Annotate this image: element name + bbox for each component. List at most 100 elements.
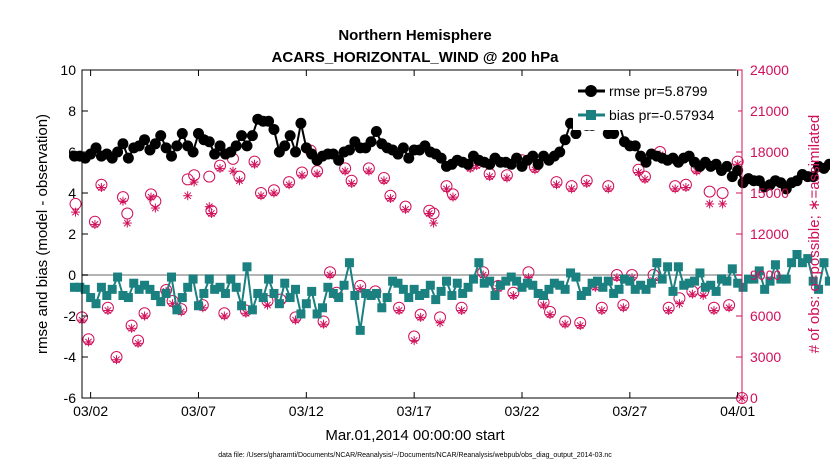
bias-point: [415, 291, 425, 300]
obs-assimilated-marker: [269, 188, 279, 198]
rmse-point: [241, 140, 253, 152]
bias-point: [382, 293, 392, 303]
bias-point: [317, 303, 327, 313]
bias-point: [787, 258, 797, 268]
obs-assimilated-marker: [71, 207, 81, 217]
legend-bias-marker: [586, 110, 596, 120]
bias-point: [485, 276, 495, 286]
obs-assimilated-marker: [319, 319, 329, 329]
bias-point: [760, 284, 770, 294]
bias-point: [269, 288, 279, 298]
bias-point: [274, 299, 284, 309]
rmse-point: [640, 156, 652, 168]
rmse-point: [527, 150, 539, 162]
y-tick-label-right: 15000: [750, 185, 789, 201]
bias-point: [646, 278, 656, 288]
y-tick-label-right: 21000: [750, 103, 789, 119]
bias-point: [463, 282, 473, 292]
y-tick-label-left: 8: [68, 103, 76, 119]
bias-point: [700, 282, 710, 292]
bias-point: [781, 274, 791, 284]
bias-point: [474, 258, 484, 268]
bias-point: [409, 284, 419, 294]
obs-assimilated-marker: [103, 306, 113, 316]
obs-assimilated-marker: [325, 270, 335, 280]
bias-point: [603, 276, 613, 286]
y-tick-label-left: -6: [64, 390, 77, 406]
bias-point: [533, 288, 543, 298]
bias-point: [420, 288, 430, 298]
obs-assimilated-marker: [724, 303, 734, 313]
obs-assimilated-marker: [118, 196, 128, 206]
plot-area: [68, 105, 830, 404]
rmse-point: [230, 140, 242, 152]
bias-point: [366, 291, 376, 300]
bias-point: [167, 272, 177, 282]
bias-point: [436, 286, 446, 296]
bias-point: [749, 274, 759, 284]
bias-point: [452, 278, 462, 288]
rmse-point: [333, 154, 345, 166]
bias-point: [253, 288, 263, 298]
obs-assimilated-marker: [502, 173, 512, 183]
x-tick-label: 03/22: [504, 403, 539, 419]
bias-point: [291, 284, 301, 294]
bias-point: [522, 278, 532, 288]
rmse-point: [721, 160, 733, 172]
bias-point: [237, 301, 247, 311]
rmse-point: [511, 152, 523, 164]
bias-point: [754, 266, 764, 276]
bias-point: [636, 280, 646, 290]
bias-point: [204, 274, 214, 284]
obs-assimilated-marker: [698, 291, 708, 300]
rmse-point: [295, 117, 307, 129]
bias-point: [96, 282, 106, 292]
rmse-point: [268, 123, 280, 135]
bias-point: [528, 280, 538, 290]
bias-point: [727, 264, 737, 274]
bias-point: [517, 282, 527, 292]
rmse-point: [155, 130, 167, 142]
obs-assimilated-marker: [687, 289, 697, 299]
bias-point: [479, 278, 489, 288]
x-tick-label: 03/02: [73, 403, 108, 419]
axes-ticks: 03/02 03/07 03/12 03/17 03/22 03/27 04/01 -6 -4 -…: [60, 62, 789, 419]
bias-point: [539, 291, 549, 300]
bias-point: [102, 291, 112, 300]
rmse-point: [246, 130, 258, 142]
x-tick-label: 03/07: [181, 403, 216, 419]
obs-assimilated-marker: [122, 218, 132, 228]
obs-assimilated-marker: [670, 184, 680, 194]
rmse-point: [214, 140, 226, 152]
legend: rmse pr=5.8799 bias pr=-0.57934: [573, 78, 738, 130]
obs-assimilated-marker: [312, 169, 322, 179]
bias-point: [118, 291, 128, 300]
obs-assimilated-marker: [150, 203, 160, 213]
bias-point: [819, 258, 829, 268]
obs-assimilated-marker: [681, 183, 691, 193]
bias-point: [738, 282, 748, 292]
rmse-point: [629, 140, 641, 152]
rmse-point: [122, 152, 134, 164]
obs-assimilated-marker: [401, 204, 411, 214]
legend-rmse-label: rmse pr=5.8799: [609, 83, 708, 99]
bias-point: [86, 293, 96, 303]
bias-point: [592, 276, 602, 286]
bias-point: [75, 282, 85, 292]
obs-assimilated-marker: [560, 319, 570, 329]
obs-assimilated-marker: [575, 321, 585, 331]
rmse-point: [370, 126, 382, 137]
bias-point: [722, 276, 732, 286]
bias-point: [210, 284, 220, 294]
obs-assimilated-marker: [552, 180, 562, 190]
bias-point: [129, 278, 139, 288]
bias-point: [307, 286, 317, 296]
bias-point: [258, 293, 268, 303]
bias-point: [598, 282, 608, 292]
rmse-point: [171, 140, 183, 152]
obs-assimilated-marker: [297, 170, 307, 180]
bias-point: [344, 258, 354, 268]
rmse-point: [403, 152, 415, 164]
bias-point: [323, 282, 333, 292]
